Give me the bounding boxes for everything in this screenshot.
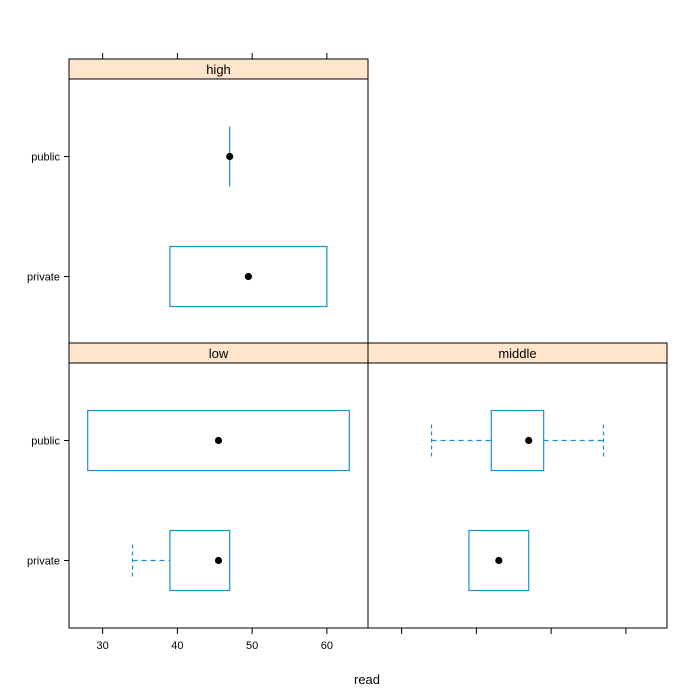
x-tick-label: 30 [97,640,109,652]
box-rect [87,409,350,472]
x-tick-label: 50 [246,640,258,652]
box-low-public [87,409,350,472]
panel-frame-low [68,362,369,629]
median-point [525,436,533,445]
median-point [244,272,252,281]
box-rect [169,245,328,308]
panel-low: low [68,342,369,629]
strip-label-high: high [206,62,231,77]
strip-label-middle: middle [498,346,536,361]
box-rect [468,529,530,592]
median-point [214,436,223,445]
box-rect [490,409,545,472]
y-tick-label-private: private [27,556,60,568]
panel-middle: middle [367,342,668,629]
box-high-public [226,126,234,187]
box-middle-private [468,529,530,592]
x-tick-label: 40 [171,640,183,652]
median-point [226,152,234,161]
y-tick-label-private: private [27,272,60,284]
median-point [214,556,223,565]
box-low-private [131,529,231,592]
panels-layer: high low middle [68,58,668,629]
strip-label-low: low [209,346,229,361]
panel-frame-middle [367,362,668,629]
y-tick-label-public: public [31,436,60,448]
box-high-private [169,245,328,308]
panel-high: high [68,58,369,345]
box-middle-public [430,409,605,472]
x-tick-label: 60 [321,640,333,652]
y-tick-label-public: public [31,152,60,164]
x-axis-label: read [354,672,380,687]
panel-frame-high [68,78,369,345]
median-point [495,556,503,565]
axes-layer: public private public private 30 40 50 60 [27,53,627,652]
